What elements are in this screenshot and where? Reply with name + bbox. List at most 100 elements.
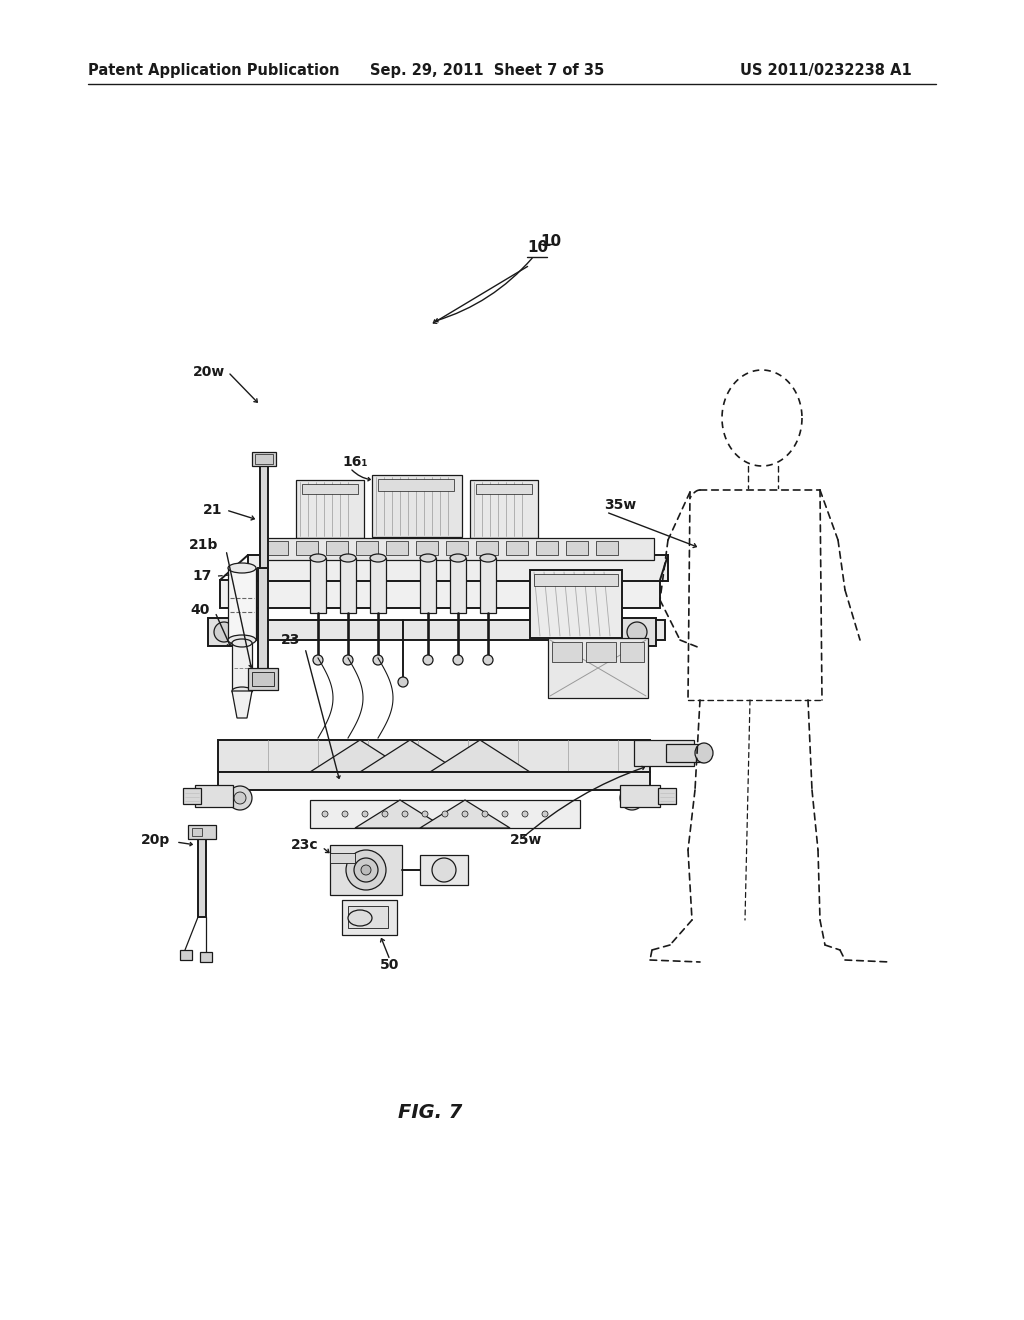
Bar [215, 620, 665, 640]
Ellipse shape [232, 639, 252, 647]
Circle shape [362, 810, 368, 817]
Bar [195, 785, 233, 807]
Circle shape [502, 810, 508, 817]
Ellipse shape [695, 743, 713, 763]
Bar [340, 558, 356, 612]
Text: FIG. 7: FIG. 7 [397, 1104, 462, 1122]
Bar [506, 541, 528, 554]
Bar [258, 568, 268, 678]
Circle shape [626, 792, 638, 804]
Polygon shape [360, 741, 460, 772]
Bar [378, 479, 454, 491]
Bar [658, 788, 676, 804]
Circle shape [627, 622, 647, 642]
Text: 10: 10 [527, 240, 548, 255]
Bar [450, 558, 466, 612]
Text: 23: 23 [281, 634, 300, 647]
Text: 16₁: 16₁ [342, 455, 368, 469]
Circle shape [620, 785, 644, 810]
Bar [618, 618, 656, 645]
Ellipse shape [450, 554, 466, 562]
Ellipse shape [228, 564, 256, 573]
Ellipse shape [420, 554, 436, 562]
Circle shape [522, 810, 528, 817]
Circle shape [214, 622, 234, 642]
Bar [566, 541, 588, 554]
Circle shape [453, 655, 463, 665]
Bar [530, 570, 622, 638]
Bar [420, 558, 436, 612]
Text: 35w: 35w [604, 498, 636, 512]
Bar [476, 484, 532, 494]
Bar [370, 558, 386, 612]
Bar [416, 541, 438, 554]
Bar [666, 744, 705, 762]
Polygon shape [310, 741, 410, 772]
Ellipse shape [370, 554, 386, 562]
Bar [228, 568, 256, 640]
Bar [372, 475, 462, 537]
Circle shape [322, 810, 328, 817]
Text: 10: 10 [540, 235, 561, 249]
Polygon shape [355, 800, 445, 828]
Bar [476, 541, 498, 554]
Bar [183, 788, 201, 804]
Bar [480, 558, 496, 612]
Circle shape [354, 858, 378, 882]
Circle shape [313, 655, 323, 665]
Bar [620, 642, 644, 663]
Ellipse shape [348, 909, 372, 927]
Circle shape [402, 810, 408, 817]
Bar [198, 836, 206, 917]
Circle shape [432, 858, 456, 882]
Text: 20p: 20p [140, 833, 170, 847]
Text: 20w: 20w [193, 366, 225, 379]
Bar [262, 539, 654, 560]
Ellipse shape [228, 635, 256, 645]
Bar [200, 952, 212, 962]
Bar [446, 541, 468, 554]
Bar [342, 900, 397, 935]
Circle shape [442, 810, 449, 817]
Polygon shape [232, 690, 252, 718]
Bar [330, 853, 355, 863]
Circle shape [342, 810, 348, 817]
Ellipse shape [340, 554, 356, 562]
Bar [252, 672, 274, 686]
Bar [266, 541, 288, 554]
Bar [386, 541, 408, 554]
Bar [302, 484, 358, 494]
Text: 50: 50 [380, 958, 399, 972]
Bar [548, 638, 648, 698]
Circle shape [382, 810, 388, 817]
Bar [534, 574, 618, 586]
Bar [252, 451, 276, 466]
Circle shape [234, 792, 246, 804]
Bar [470, 480, 538, 539]
Text: US 2011/0232238 A1: US 2011/0232238 A1 [740, 62, 911, 78]
Bar [330, 845, 402, 895]
Bar [310, 800, 580, 828]
Bar [536, 541, 558, 554]
Bar [180, 950, 193, 960]
Circle shape [373, 655, 383, 665]
Ellipse shape [310, 554, 326, 562]
Bar [596, 541, 618, 554]
Circle shape [422, 810, 428, 817]
Ellipse shape [480, 554, 496, 562]
Circle shape [346, 850, 386, 890]
Bar [620, 785, 660, 807]
Bar [348, 906, 388, 928]
Bar [232, 643, 252, 690]
Text: 21b: 21b [188, 539, 218, 552]
Bar [218, 772, 650, 789]
Bar [296, 480, 364, 539]
Circle shape [343, 655, 353, 665]
Bar [260, 463, 268, 568]
Text: Sep. 29, 2011  Sheet 7 of 35: Sep. 29, 2011 Sheet 7 of 35 [370, 62, 604, 78]
Bar [296, 541, 318, 554]
Text: 21: 21 [203, 503, 222, 517]
Bar [356, 541, 378, 554]
Circle shape [398, 677, 408, 686]
Ellipse shape [232, 686, 252, 696]
